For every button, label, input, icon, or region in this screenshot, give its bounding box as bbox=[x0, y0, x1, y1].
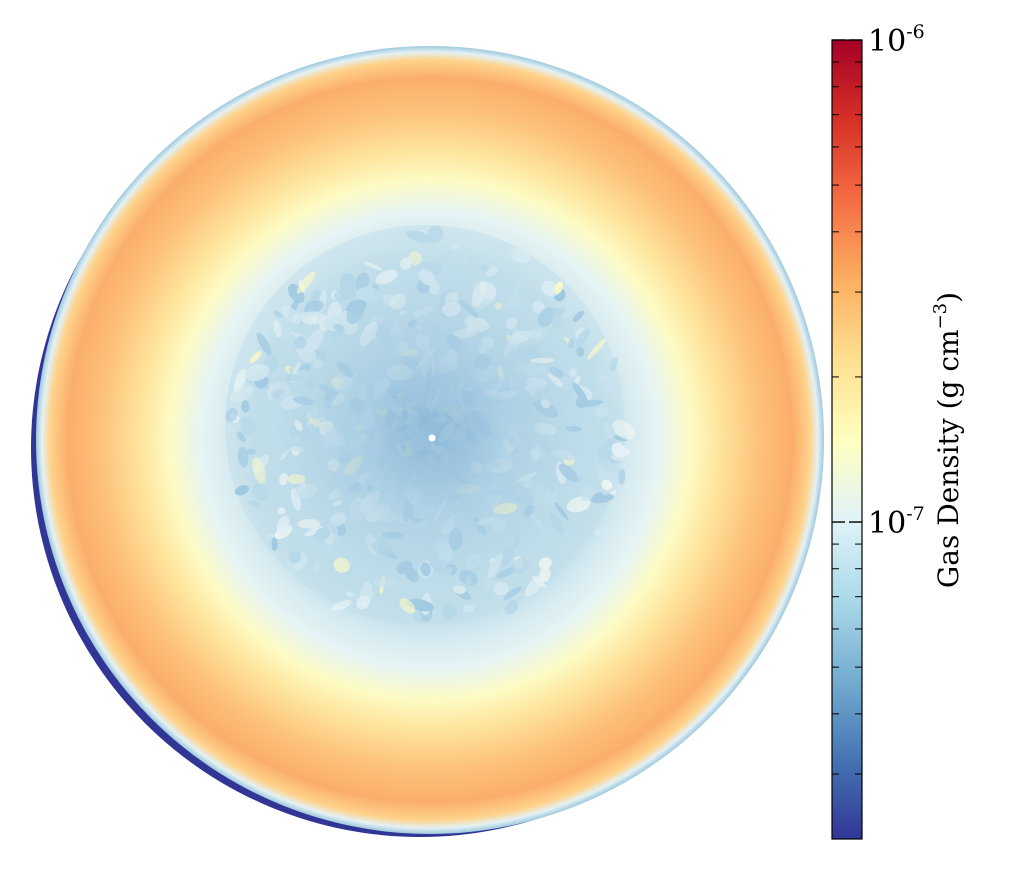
colorbar-tick-labels: 10-6 10-7 bbox=[868, 21, 925, 541]
colorbar-tick-label: 10-6 bbox=[868, 21, 925, 59]
colorbar-tick-label: 10-7 bbox=[868, 503, 925, 541]
colorbar-label: Gas Density (g cm−3) bbox=[930, 292, 965, 588]
colorbar-ticks bbox=[832, 39, 862, 775]
core-shading bbox=[230, 230, 630, 630]
central-point bbox=[428, 434, 436, 442]
colorbar bbox=[831, 39, 863, 840]
